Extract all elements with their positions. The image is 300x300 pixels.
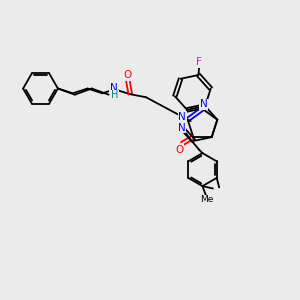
Text: N: N [200, 99, 207, 109]
Text: O: O [124, 70, 132, 80]
Text: Me: Me [201, 195, 214, 204]
Text: O: O [176, 145, 184, 155]
Text: F: F [196, 57, 202, 67]
Text: N: N [178, 123, 186, 133]
Text: N: N [178, 112, 186, 122]
Text: H: H [111, 90, 119, 100]
Text: N: N [110, 83, 118, 93]
